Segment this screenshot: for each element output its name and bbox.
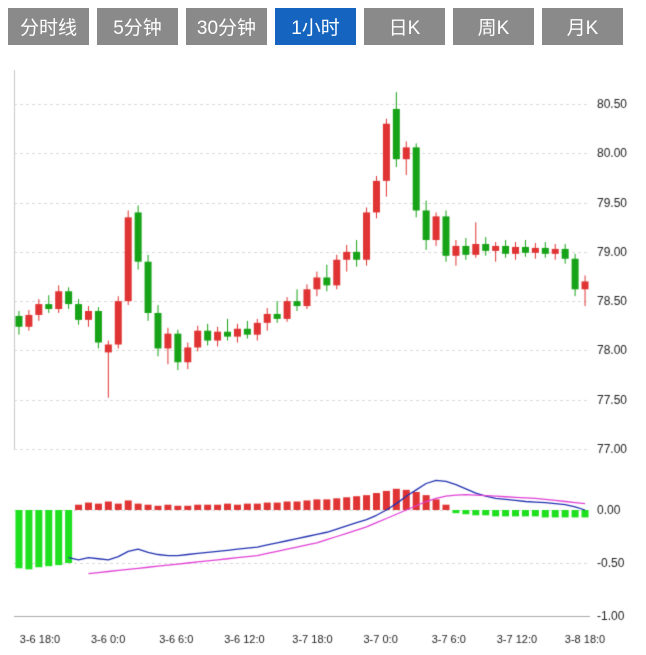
period-tab-bar: 分时线 5分钟 30分钟 1小时 日K 周K 月K <box>0 0 646 45</box>
tab-5min[interactable]: 5分钟 <box>97 8 178 45</box>
tab-monthly-k[interactable]: 月K <box>542 8 623 45</box>
candlestick-macd-chart[interactable] <box>0 55 646 655</box>
tab-daily-k[interactable]: 日K <box>364 8 445 45</box>
tab-30min[interactable]: 30分钟 <box>186 8 267 45</box>
tab-1hour[interactable]: 1小时 <box>275 8 356 45</box>
tab-weekly-k[interactable]: 周K <box>453 8 534 45</box>
chart-area <box>0 55 646 655</box>
tab-timeline[interactable]: 分时线 <box>8 8 89 45</box>
